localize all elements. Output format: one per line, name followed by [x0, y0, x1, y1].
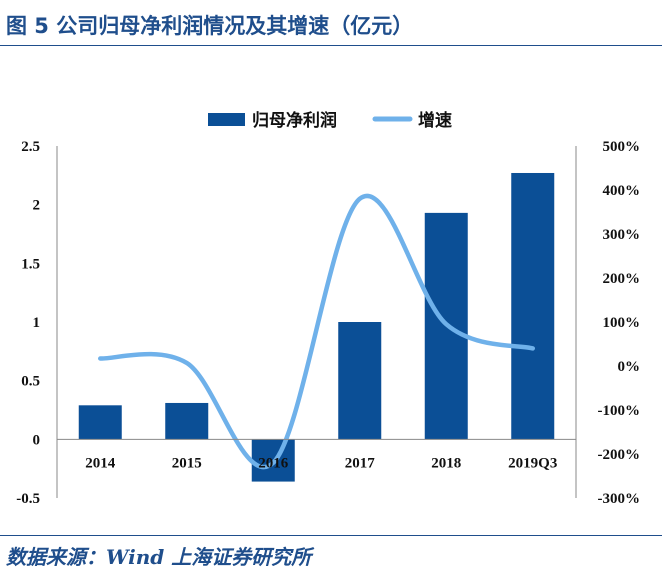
x-tick-label-2017: 2017: [345, 455, 376, 471]
left-tick-label: 0.5: [21, 374, 40, 390]
right-tick-label: 100%: [603, 315, 641, 331]
bar-2014: [78, 405, 122, 440]
bar-2017: [338, 322, 382, 440]
right-tick-label: 0%: [618, 359, 641, 375]
right-tick-label: 200%: [603, 271, 641, 287]
growth-line: [98, 193, 535, 470]
x-tick-label-2016: 2016: [258, 455, 289, 471]
bar-series: [78, 172, 555, 482]
axes: [56, 146, 577, 498]
legend-label-bar: 归母净利润: [252, 110, 337, 131]
legend-label-line: 增速: [418, 110, 452, 131]
left-tick-label: 1: [33, 315, 41, 331]
left-tick-label: -0.5: [16, 491, 40, 507]
right-tick-label: -200%: [598, 447, 641, 463]
right-tick-label: -300%: [598, 491, 641, 507]
title-rule: [0, 45, 662, 46]
figure-title: 图 5 公司归母净利润情况及其增速（亿元）: [6, 14, 414, 38]
legend-swatch-bar: [208, 113, 245, 126]
bar-2015: [165, 402, 209, 440]
right-tick-label: 500%: [603, 139, 641, 155]
legend: 归母净利润 增速: [208, 110, 452, 131]
left-tick-label: 1.5: [21, 256, 40, 272]
left-tick-label: 2.5: [21, 139, 40, 155]
right-tick-label: 400%: [603, 183, 641, 199]
source-rule: [0, 535, 662, 536]
bar-2019Q3: [511, 172, 555, 440]
x-tick-label-2015: 2015: [172, 455, 202, 471]
right-tick-label: -100%: [598, 403, 641, 419]
right-tick-label: 300%: [603, 227, 641, 243]
x-tick-label-2019Q3: 2019Q3: [508, 455, 557, 471]
left-tick-label: 0: [33, 432, 41, 448]
x-tick-label-2018: 2018: [431, 455, 461, 471]
line-series: [98, 193, 535, 470]
tick-labels: 2.5 2 1.5 1 0.5 0 -0.5 500% 400% 300% 200% 100% 0% -1…: [16, 139, 640, 507]
left-tick-label: 2: [33, 198, 41, 214]
x-tick-label-2014: 2014: [85, 455, 116, 471]
source-note: 数据来源：Wind 上海证券研究所: [6, 545, 312, 569]
